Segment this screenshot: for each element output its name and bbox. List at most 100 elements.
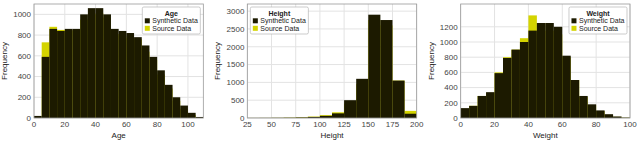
bar <box>103 14 111 118</box>
x-axis-label: Weight <box>533 131 559 140</box>
bar <box>173 97 181 118</box>
grid <box>461 4 630 118</box>
tick-labels: 02040608010002004006008001000 <box>13 10 195 129</box>
x-tick-label: 60 <box>558 120 567 129</box>
bar <box>165 85 173 118</box>
x-axis-label: Height <box>320 131 344 140</box>
y-tick-label: 600 <box>18 52 32 61</box>
y-tick-label: 800 <box>18 31 32 40</box>
legend-swatch <box>253 26 258 31</box>
bar <box>405 114 417 118</box>
x-tick-label: 40 <box>91 120 100 129</box>
bar <box>596 111 604 118</box>
y-tick-label: 3000 <box>227 7 245 16</box>
bar <box>344 100 356 118</box>
bar <box>42 57 50 118</box>
y-tick-label: 1000 <box>13 10 31 19</box>
bar <box>461 109 469 118</box>
bar <box>520 38 528 118</box>
y-tick-label: 200 <box>18 93 32 102</box>
y-tick-label: 1200 <box>440 23 458 32</box>
bar <box>469 106 477 118</box>
legend-label: Source Data <box>152 25 191 32</box>
frame <box>34 4 203 118</box>
y-tick-label: 0 <box>453 114 458 123</box>
tick-labels: 020406080100020040060080010001200 <box>440 23 637 129</box>
y-tick-label: 200 <box>444 99 458 108</box>
bar <box>134 37 142 118</box>
bar <box>588 104 596 118</box>
bar <box>188 113 196 118</box>
x-tick-label: 20 <box>60 120 69 129</box>
x-tick-label: 150 <box>362 120 376 129</box>
bar <box>72 29 80 118</box>
y-tick-label: 0 <box>240 114 245 123</box>
bar <box>96 8 104 118</box>
bar <box>392 81 404 118</box>
bar <box>554 27 562 118</box>
bar <box>126 33 134 118</box>
x-axis-label: Age <box>112 131 127 140</box>
y-tick-label: 400 <box>444 83 458 92</box>
panel: 020406080100020040060080010001200WeightF… <box>427 4 638 140</box>
bar <box>495 73 503 118</box>
grid <box>247 4 416 118</box>
series <box>247 15 416 118</box>
legend-frame <box>569 7 627 34</box>
x-tick-label: 100 <box>623 120 637 129</box>
bar <box>495 72 503 118</box>
legend: HeightSynthetic DataSource Data <box>250 7 308 34</box>
bar <box>605 115 613 118</box>
bar <box>579 97 587 118</box>
bar <box>605 114 613 118</box>
y-tick-label: 2500 <box>227 25 245 34</box>
bars <box>34 8 203 118</box>
bar <box>111 29 119 118</box>
grid-line <box>319 4 320 118</box>
bar <box>579 96 587 118</box>
legend-label: Source Data <box>579 25 618 32</box>
bar <box>596 110 604 118</box>
bar <box>528 15 536 118</box>
x-tick-label: 125 <box>337 120 351 129</box>
legend: WeightSynthetic DataSource Data <box>569 7 627 34</box>
bar <box>405 111 417 118</box>
legend-swatch <box>145 18 150 23</box>
bar <box>486 92 494 118</box>
bar <box>157 70 165 118</box>
bar <box>368 15 380 118</box>
plot-area <box>247 4 416 118</box>
bars <box>461 15 630 118</box>
x-tick-label: 0 <box>458 120 463 129</box>
bar <box>478 96 486 118</box>
x-tick-label: 100 <box>313 120 327 129</box>
bar <box>503 57 511 118</box>
legend: AgeSynthetic DataSource Data <box>142 7 200 34</box>
bar <box>142 45 150 118</box>
bar <box>562 56 570 118</box>
y-axis-label: Frequency <box>0 42 9 80</box>
bar <box>571 80 579 118</box>
bar <box>149 57 157 118</box>
bar <box>49 27 57 118</box>
bar <box>57 30 65 118</box>
x-tick-label: 50 <box>267 120 276 129</box>
bar <box>332 112 344 118</box>
y-tick-label: 0 <box>27 114 32 123</box>
bar <box>332 113 344 118</box>
plot-area <box>461 4 630 118</box>
legend-frame <box>250 7 308 34</box>
y-tick-label: 1500 <box>227 60 245 69</box>
bar <box>545 23 553 118</box>
bar <box>486 93 494 118</box>
x-tick-label: 80 <box>592 120 601 129</box>
legend-swatch <box>145 26 150 31</box>
plot-area <box>34 4 203 118</box>
bar <box>503 58 511 118</box>
bar <box>537 23 545 118</box>
y-axis-label: Frequency <box>427 42 436 80</box>
series <box>34 13 203 118</box>
legend-swatch <box>571 18 576 23</box>
bar <box>571 80 579 118</box>
series <box>34 8 203 118</box>
